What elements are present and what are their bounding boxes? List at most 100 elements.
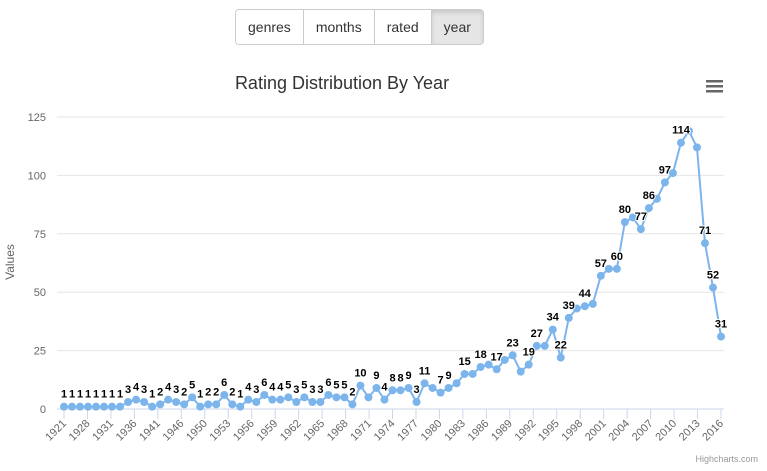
data-point[interactable] xyxy=(556,353,565,362)
data-point[interactable] xyxy=(636,225,645,234)
data-point[interactable] xyxy=(564,313,573,322)
months-button[interactable]: months xyxy=(303,10,375,44)
data-point[interactable] xyxy=(108,402,117,411)
hamburger-menu-icon[interactable] xyxy=(700,76,728,98)
data-point[interactable] xyxy=(692,143,701,152)
data-point[interactable] xyxy=(404,383,413,392)
data-label: 1 xyxy=(109,389,115,401)
x-tick-label: 1974 xyxy=(372,418,398,444)
data-point[interactable] xyxy=(620,218,629,227)
data-label: 3 xyxy=(253,384,259,396)
data-point[interactable] xyxy=(244,395,253,404)
data-point[interactable] xyxy=(356,381,365,390)
data-point[interactable] xyxy=(140,397,149,406)
data-point[interactable] xyxy=(180,400,189,409)
data-point[interactable] xyxy=(172,397,181,406)
data-point[interactable] xyxy=(532,341,541,350)
data-point[interactable] xyxy=(84,402,93,411)
data-point[interactable] xyxy=(164,395,173,404)
data-point[interactable] xyxy=(717,332,725,341)
data-point[interactable] xyxy=(188,393,197,402)
x-tick-label: 1946 xyxy=(161,418,187,444)
data-point[interactable] xyxy=(604,264,613,273)
data-point[interactable] xyxy=(572,304,581,313)
data-point[interactable] xyxy=(388,386,397,395)
data-point[interactable] xyxy=(420,379,429,388)
data-point[interactable] xyxy=(300,393,309,402)
data-point[interactable] xyxy=(220,390,229,399)
data-point[interactable] xyxy=(580,302,589,311)
data-point[interactable] xyxy=(76,402,85,411)
data-point[interactable] xyxy=(468,369,477,378)
data-point[interactable] xyxy=(476,362,485,371)
data-label: 34 xyxy=(547,312,560,324)
highcharts-credits[interactable]: Highcharts.com xyxy=(695,454,758,464)
data-point[interactable] xyxy=(676,138,685,147)
data-point[interactable] xyxy=(284,393,293,402)
data-point[interactable] xyxy=(316,397,325,406)
data-point[interactable] xyxy=(668,169,677,178)
data-point[interactable] xyxy=(68,402,77,411)
data-label: 3 xyxy=(173,384,179,396)
data-point[interactable] xyxy=(516,367,525,376)
data-point[interactable] xyxy=(596,271,605,280)
data-point[interactable] xyxy=(236,402,245,411)
x-tick-label: 2007 xyxy=(630,418,656,444)
data-point[interactable] xyxy=(60,402,68,411)
data-point[interactable] xyxy=(588,299,597,308)
data-point[interactable] xyxy=(148,402,157,411)
data-point[interactable] xyxy=(308,397,317,406)
data-point[interactable] xyxy=(428,383,437,392)
data-point[interactable] xyxy=(644,204,653,213)
data-point[interactable] xyxy=(196,402,205,411)
x-tick-label: 1968 xyxy=(325,418,351,444)
x-tick-label: 2001 xyxy=(583,418,609,444)
data-point[interactable] xyxy=(276,395,285,404)
data-point[interactable] xyxy=(204,400,213,409)
data-point[interactable] xyxy=(540,341,549,350)
data-point[interactable] xyxy=(212,400,221,409)
data-point[interactable] xyxy=(116,402,125,411)
data-point[interactable] xyxy=(332,393,341,402)
data-point[interactable] xyxy=(268,395,277,404)
data-point[interactable] xyxy=(252,397,261,406)
data-label: 4 xyxy=(269,382,276,394)
data-point[interactable] xyxy=(444,383,453,392)
data-point[interactable] xyxy=(340,393,349,402)
data-point[interactable] xyxy=(492,365,501,374)
data-point[interactable] xyxy=(508,351,517,360)
data-point[interactable] xyxy=(132,395,141,404)
data-point[interactable] xyxy=(684,127,693,136)
year-button[interactable]: year xyxy=(431,10,483,44)
genres-button[interactable]: genres xyxy=(236,10,304,44)
data-point[interactable] xyxy=(124,397,133,406)
data-point[interactable] xyxy=(92,402,101,411)
data-point[interactable] xyxy=(708,283,717,292)
data-point[interactable] xyxy=(612,264,621,273)
data-point[interactable] xyxy=(292,397,301,406)
data-point[interactable] xyxy=(548,325,557,334)
data-point[interactable] xyxy=(372,383,381,392)
data-point[interactable] xyxy=(460,369,469,378)
data-point[interactable] xyxy=(524,360,533,369)
data-point[interactable] xyxy=(100,402,109,411)
data-point[interactable] xyxy=(452,379,461,388)
data-point[interactable] xyxy=(260,390,269,399)
data-point[interactable] xyxy=(628,213,637,222)
data-point[interactable] xyxy=(396,386,405,395)
rated-button[interactable]: rated xyxy=(374,10,432,44)
data-point[interactable] xyxy=(228,400,237,409)
data-point[interactable] xyxy=(484,360,493,369)
data-label: 8 xyxy=(389,372,395,384)
data-point[interactable] xyxy=(436,388,445,397)
data-point[interactable] xyxy=(156,400,165,409)
data-point[interactable] xyxy=(364,393,373,402)
data-point[interactable] xyxy=(700,239,709,248)
data-point[interactable] xyxy=(348,400,357,409)
data-point[interactable] xyxy=(660,178,669,187)
data-point[interactable] xyxy=(412,397,421,406)
data-point[interactable] xyxy=(652,194,661,203)
data-point[interactable] xyxy=(500,355,509,364)
data-point[interactable] xyxy=(380,395,389,404)
data-point[interactable] xyxy=(324,390,333,399)
